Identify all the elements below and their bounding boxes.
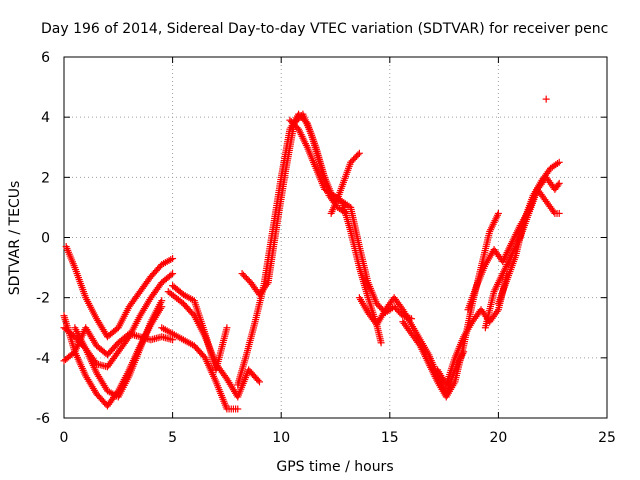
x-tick-label: 0: [60, 430, 69, 446]
data-point-arc-g: [254, 376, 262, 384]
data-point-arc-p: [555, 179, 563, 187]
data-point-arc-g: [255, 378, 263, 386]
data-point-arc-r: [555, 158, 563, 166]
plot-frame: [63, 56, 608, 419]
data-point-arc-m: [398, 304, 406, 312]
y-tick-label: 6: [41, 50, 50, 66]
x-tick-label: 25: [598, 430, 616, 446]
y-tick-label: -4: [36, 351, 50, 367]
data-point-arc-q: [550, 208, 558, 216]
data-point-arc-o: [493, 307, 501, 315]
y-tick-label: -6: [36, 411, 50, 427]
ticks-layer: 0 5 10 15 20 25 -6 -4 -2 0 2 4 6: [36, 50, 616, 446]
data-point-arc-e: [158, 297, 166, 305]
data-point-arc-i: [377, 339, 385, 347]
y-axis-label: SDTVAR / TECUs: [7, 181, 23, 296]
data-point-arc-b: [169, 270, 177, 278]
y-tick-label: 0: [41, 231, 50, 247]
data-point-arc-q: [555, 209, 563, 217]
data-point-arc-n: [415, 340, 423, 348]
data-point-arc-c: [169, 255, 177, 263]
x-tick-label: 15: [381, 430, 399, 446]
data-point-arc-b: [124, 334, 132, 342]
y-tick-label: 4: [41, 110, 50, 126]
data-point-arc-l: [354, 151, 362, 159]
data-point-arc-n: [494, 209, 502, 217]
x-axis-label: GPS time / hours: [276, 459, 393, 475]
data-point-arc-h: [223, 324, 231, 332]
y-tick-label: 2: [41, 170, 50, 186]
data-point-arc-p: [554, 181, 562, 189]
x-tick-label: 5: [168, 430, 177, 446]
data-point-arc-j: [263, 280, 271, 288]
grid-layer: [64, 57, 607, 418]
chart-title: Day 196 of 2014, Sidereal Day-to-day VTE…: [41, 21, 608, 37]
y-tick-label: -2: [36, 291, 50, 307]
x-tick-label: 10: [272, 430, 290, 446]
data-point-arc-f: [234, 405, 242, 413]
data-point-arc-a: [169, 336, 177, 344]
x-tick-label: 20: [489, 430, 507, 446]
data-point-arc-b: [167, 271, 175, 279]
data-point-arc-l: [355, 149, 363, 157]
marks-layer: [60, 95, 563, 413]
data-point-outlier: [542, 95, 550, 103]
